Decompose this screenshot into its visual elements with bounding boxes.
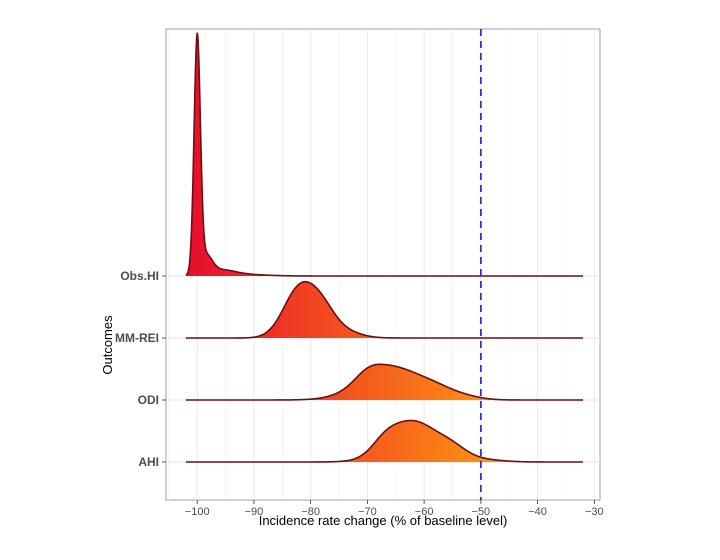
x-tick-label: −60 bbox=[415, 506, 434, 518]
y-axis-title: Outcomes bbox=[100, 315, 115, 375]
x-tick-label: −70 bbox=[358, 506, 377, 518]
x-axis-title: Incidence rate change (% of baseline lev… bbox=[259, 513, 508, 528]
y-category-label-mm-rei: MM-REI bbox=[115, 331, 159, 345]
x-tick-label: −80 bbox=[301, 506, 320, 518]
x-tick-label: −90 bbox=[245, 506, 264, 518]
density-outline-ahi bbox=[185, 419, 584, 463]
density-area-ahi bbox=[185, 420, 583, 462]
axis-layer: −100 −90 −80 −70 −60 −50 −40 −30 AHI ODI MM-REI Obs… bbox=[115, 269, 604, 518]
x-tick-label: −40 bbox=[528, 506, 547, 518]
density-outline-odi bbox=[185, 363, 584, 401]
y-category-label-ahi: AHI bbox=[138, 455, 159, 469]
density-outline-mm-rei bbox=[185, 280, 584, 339]
density-area-mm-rei bbox=[185, 281, 583, 338]
density-outline-obs-hi bbox=[185, 32, 584, 277]
plot-panel bbox=[165, 28, 601, 501]
x-tick-label: −100 bbox=[185, 506, 210, 518]
x-tick-label: −30 bbox=[585, 506, 604, 518]
ridge-layer bbox=[185, 32, 584, 463]
y-category-label-odi: ODI bbox=[138, 393, 159, 407]
x-tick-label: −50 bbox=[472, 506, 491, 518]
y-category-label-obs-hi: Obs.HI bbox=[120, 269, 159, 283]
density-area-odi bbox=[185, 364, 583, 400]
